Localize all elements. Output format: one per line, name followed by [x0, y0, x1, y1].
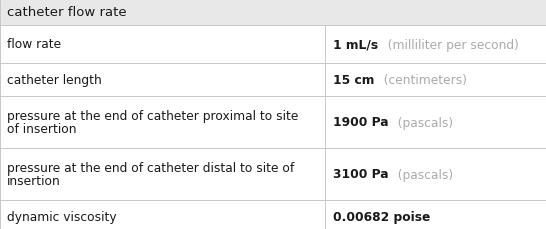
Text: (pascals): (pascals)	[390, 168, 454, 181]
Text: flow rate: flow rate	[7, 38, 61, 51]
Text: insertion: insertion	[7, 174, 61, 187]
Text: pressure at the end of catheter proximal to site: pressure at the end of catheter proximal…	[7, 109, 298, 122]
Text: (centimeters): (centimeters)	[376, 74, 467, 87]
Text: catheter flow rate: catheter flow rate	[7, 6, 127, 19]
Text: 1900 Pa: 1900 Pa	[333, 116, 389, 129]
Text: (milliliter per second): (milliliter per second)	[380, 38, 519, 51]
Text: (pascals): (pascals)	[390, 116, 454, 129]
Bar	[0, 0, 546, 26]
Text: pressure at the end of catheter distal to site of: pressure at the end of catheter distal t…	[7, 161, 294, 174]
Text: of insertion: of insertion	[7, 123, 76, 136]
Text: 15 cm: 15 cm	[333, 74, 374, 87]
Text: catheter length: catheter length	[7, 74, 102, 87]
Text: 3100 Pa: 3100 Pa	[333, 168, 389, 181]
Text: 1 mL/s: 1 mL/s	[333, 38, 378, 51]
Text: dynamic viscosity: dynamic viscosity	[7, 210, 117, 223]
Text: 0.00682 poise: 0.00682 poise	[333, 210, 430, 223]
